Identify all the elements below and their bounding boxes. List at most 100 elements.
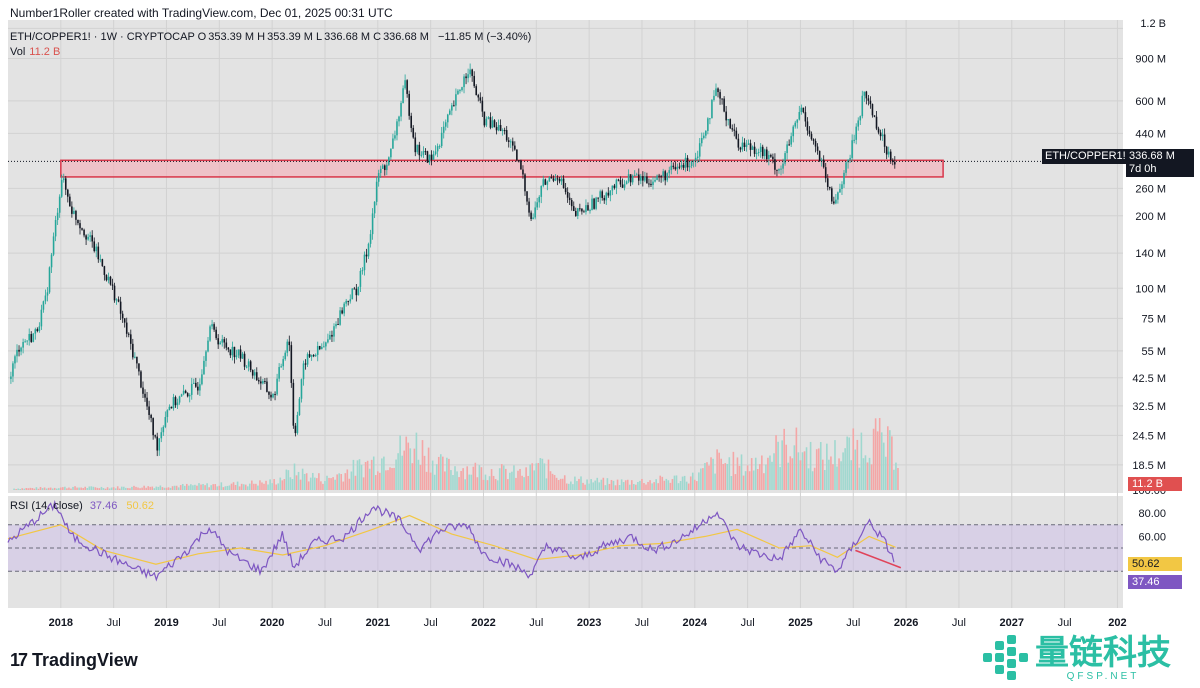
volume-bar bbox=[362, 477, 365, 490]
volume-bar bbox=[500, 464, 503, 490]
close-label: C bbox=[373, 31, 382, 43]
candle-body bbox=[272, 394, 274, 398]
volume-bar bbox=[496, 480, 499, 490]
candle-body bbox=[188, 394, 191, 397]
volume-bar bbox=[746, 465, 749, 490]
volume-bar bbox=[460, 470, 462, 490]
volume-bar bbox=[858, 467, 861, 490]
rsi-label: RSI (14, close) bbox=[10, 500, 83, 512]
volume-bar bbox=[275, 484, 278, 490]
volume-bar bbox=[104, 488, 107, 490]
candle-body bbox=[410, 115, 413, 128]
rsi-tag: 37.46 bbox=[1128, 575, 1182, 589]
candle-body bbox=[560, 178, 563, 182]
candle-body bbox=[530, 212, 532, 219]
candle-body bbox=[688, 166, 691, 168]
candle-body bbox=[694, 157, 697, 161]
volume-bar bbox=[120, 486, 123, 490]
volume-bar bbox=[714, 473, 716, 490]
volume-bar bbox=[728, 457, 731, 490]
volume-bar bbox=[517, 470, 519, 490]
x-tick-label: Jul bbox=[952, 617, 966, 629]
volume-bar bbox=[149, 486, 152, 490]
volume-bar bbox=[586, 479, 588, 490]
volume-bar bbox=[261, 482, 263, 490]
candle-body bbox=[713, 95, 715, 100]
volume-bar bbox=[722, 463, 725, 490]
volume-bar bbox=[114, 488, 117, 490]
volume-bar bbox=[159, 485, 162, 490]
volume-bar bbox=[295, 475, 298, 490]
support-zone[interactable] bbox=[60, 159, 944, 178]
candle-body bbox=[802, 107, 805, 113]
volume-bar bbox=[659, 475, 662, 490]
volume-bar bbox=[618, 485, 621, 490]
candle-body bbox=[146, 397, 148, 407]
volume-bars bbox=[13, 417, 899, 490]
y-tick-label: 55 M bbox=[1142, 346, 1166, 358]
candle-body bbox=[195, 382, 197, 387]
volume-bar bbox=[777, 441, 779, 490]
volume-bar bbox=[671, 479, 674, 490]
candle-body bbox=[603, 197, 606, 201]
volume-bar bbox=[624, 480, 627, 490]
candle-body bbox=[426, 151, 429, 163]
volume-bar bbox=[92, 486, 95, 490]
volume-bar bbox=[702, 468, 704, 490]
volume-bar bbox=[474, 462, 477, 490]
tradingview-brand[interactable]: 17 TradingView bbox=[10, 650, 138, 671]
volume-bar bbox=[819, 442, 822, 490]
volume-bar bbox=[289, 477, 292, 490]
candle-body bbox=[406, 80, 408, 94]
candle-body bbox=[16, 349, 18, 357]
volume-bar bbox=[431, 460, 434, 490]
candle-body bbox=[79, 223, 81, 229]
candle-body bbox=[345, 300, 347, 304]
volume-bar bbox=[661, 476, 664, 490]
candle-body bbox=[142, 387, 144, 394]
volume-bar bbox=[748, 471, 751, 490]
volume-bar bbox=[35, 487, 38, 490]
volume-bar bbox=[807, 468, 810, 490]
candle-body bbox=[538, 196, 541, 203]
volume-bar bbox=[574, 476, 576, 490]
candle-body bbox=[365, 254, 368, 257]
candle-body bbox=[337, 324, 339, 326]
candle-body bbox=[891, 160, 894, 162]
candle-body bbox=[138, 363, 140, 372]
candle-body bbox=[853, 139, 855, 141]
volume-bar bbox=[33, 488, 36, 490]
candle-body bbox=[473, 75, 475, 87]
volume-bar bbox=[116, 486, 119, 490]
high-value: 353.39 M bbox=[267, 31, 313, 43]
candle-body bbox=[806, 121, 809, 131]
volume-bar bbox=[712, 458, 714, 490]
volume-bar bbox=[458, 477, 460, 490]
volume-bar bbox=[110, 487, 113, 490]
volume-bar bbox=[429, 472, 432, 490]
candle-body bbox=[471, 69, 473, 76]
volume-bar bbox=[303, 473, 306, 490]
candle-body bbox=[129, 334, 132, 344]
candle-body bbox=[192, 382, 195, 384]
candle-body bbox=[323, 346, 325, 348]
volume-bar bbox=[281, 480, 284, 490]
candle-body bbox=[268, 391, 270, 395]
candle-body bbox=[280, 366, 282, 368]
volume-bar bbox=[47, 487, 50, 490]
candle-body bbox=[875, 116, 878, 129]
volume-bar bbox=[188, 485, 190, 490]
candle-body bbox=[609, 190, 612, 196]
candle-body bbox=[816, 146, 819, 151]
volume-bar bbox=[314, 477, 316, 490]
volume-bar bbox=[505, 468, 507, 490]
volume-bar bbox=[878, 417, 881, 490]
volume-bar bbox=[622, 482, 625, 490]
candle-body bbox=[772, 156, 774, 160]
volume-bar bbox=[649, 480, 651, 490]
candle-body bbox=[121, 313, 124, 319]
volume-bar bbox=[129, 488, 131, 490]
candle-body bbox=[570, 200, 573, 207]
candle-body bbox=[631, 175, 634, 183]
